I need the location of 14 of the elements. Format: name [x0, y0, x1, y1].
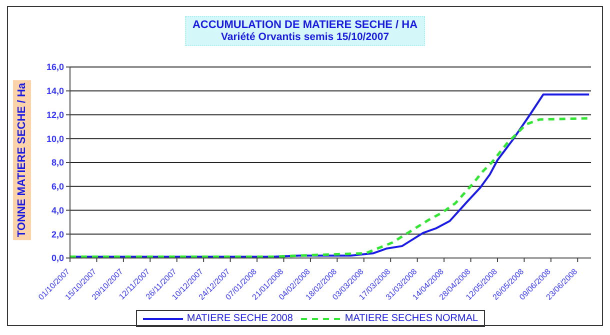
y-axis-title: TONNE MATIERE SECHE / Ha — [13, 80, 31, 240]
y-tick-label: 0,0 — [51, 253, 64, 264]
y-tick-label: 8,0 — [51, 158, 64, 168]
y-tick-label: 4,0 — [51, 205, 64, 216]
y-tick-label: 2,0 — [51, 229, 64, 240]
y-tick-label: 10,0 — [46, 134, 64, 144]
y-tick-label: 6,0 — [51, 182, 64, 192]
legend-label: MATIERE SECHE 2008 — [186, 313, 293, 324]
y-tick-label: 16,0 — [46, 62, 64, 72]
chart-title: ACCUMULATION DE MATIERE SECHE / HA — [192, 19, 418, 31]
chart-subtitle: Variété Orvantis semis 15/10/2007 — [220, 31, 390, 43]
y-tick-label: 12,0 — [46, 110, 64, 120]
y-tick-label: 14,0 — [46, 86, 64, 96]
legend-label: MATIERE SECHES NORMAL — [344, 313, 478, 324]
